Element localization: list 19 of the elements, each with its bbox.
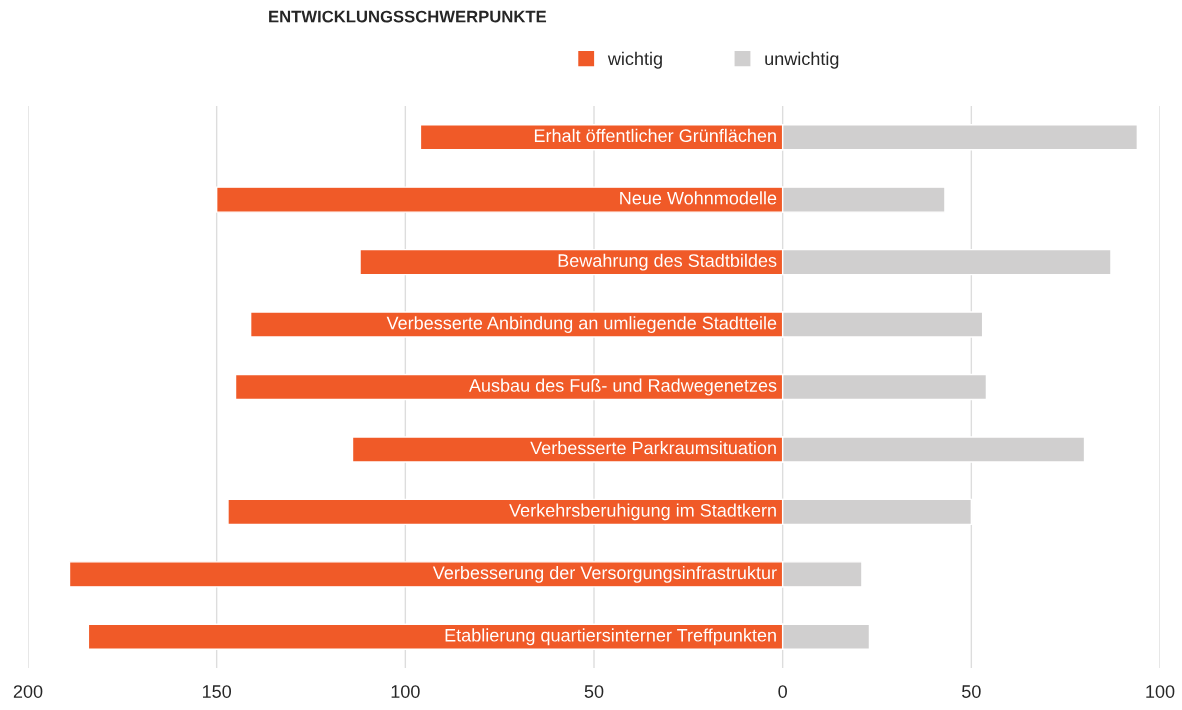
y-tick-label: Etablierung quartiersinterner Treffpunkten	[445, 628, 776, 646]
x-tick-label: 0	[778, 685, 787, 698]
legend-label: wichtig	[607, 51, 662, 69]
y-tick-label: Verbesserung der Versorgungsinfrastruktur	[432, 565, 777, 583]
y-tick-label: Verbesserte Parkraumsituation	[530, 441, 776, 455]
y-tick-label: Neue Wohnmodelle	[620, 191, 777, 205]
y-tick-label: Ausbau des Fuß- und Radwegenetzes	[468, 378, 777, 396]
x-tick-label: 100	[391, 685, 420, 698]
legend-label: unwichtig	[765, 51, 839, 69]
x-tick-label: 50	[584, 685, 604, 698]
x-tick-label: 50	[962, 685, 981, 698]
x-tick-label: 200	[13, 685, 43, 698]
x-tick-label: 150	[202, 685, 232, 698]
chart-title: ENTWICKLUNGSSCHWERPUNKTE	[269, 10, 547, 23]
y-tick-label: Erhalt öffentlicher Grünflächen	[534, 128, 776, 143]
x-tick-label: 100	[1146, 685, 1175, 698]
y-tick-label: Verbesserte Anbindung an umliegende Stadtteile	[386, 316, 777, 333]
y-tick-label: Verkehrsberuhigung im Stadtkern	[509, 503, 776, 521]
y-tick-label: Bewahrung des Stadtbildes	[558, 253, 777, 271]
